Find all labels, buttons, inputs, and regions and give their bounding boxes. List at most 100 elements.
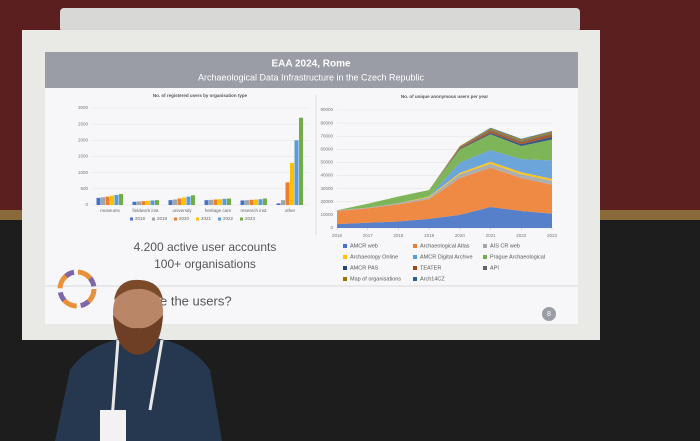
x-tick-label: museums — [100, 208, 120, 213]
bar — [222, 198, 227, 205]
legend-swatch — [196, 217, 199, 221]
bar — [101, 197, 106, 205]
y-tick-label: 90000 — [320, 107, 333, 112]
bar — [209, 199, 214, 205]
y-tick-label: 30000 — [320, 186, 333, 191]
bar — [168, 200, 173, 205]
bar — [132, 201, 137, 205]
y-tick-label: 70000 — [320, 133, 333, 138]
legend-swatch — [413, 277, 417, 281]
bar — [114, 194, 119, 205]
legend-swatch — [218, 217, 221, 221]
bar — [281, 200, 286, 205]
y-tick-label: 10000 — [320, 212, 333, 217]
logo — [57, 269, 97, 309]
bar — [173, 199, 178, 205]
legend-label: Archaeological Atlas — [420, 243, 470, 249]
slide-subtitle: Archaeological Data Infrastructure in th… — [198, 72, 425, 82]
bar — [146, 200, 151, 205]
badge — [100, 410, 126, 441]
bar — [285, 182, 290, 205]
bar — [177, 198, 182, 205]
legend-label: AMCR PAS — [350, 265, 379, 271]
y-tick-label: 50000 — [320, 160, 333, 165]
lanyard — [110, 339, 164, 421]
x-tick-label: 2023 — [547, 233, 558, 238]
legend-swatch — [174, 217, 177, 221]
legend-label: AIS CR web — [490, 243, 520, 249]
y-tick-label: 80000 — [320, 120, 333, 125]
y-tick-label: 3000 — [78, 105, 89, 110]
legend-swatch — [483, 244, 487, 248]
legend-swatch — [343, 266, 347, 270]
hair — [114, 279, 163, 300]
x-tick-label: fieldwork inst. — [132, 208, 159, 213]
page-number: 8 — [547, 311, 551, 318]
bar — [276, 203, 281, 205]
y-tick-label: 0 — [330, 225, 333, 230]
x-tick-label: 2018 — [393, 233, 404, 238]
bar — [227, 198, 232, 205]
area — [337, 134, 552, 211]
bar — [155, 200, 160, 205]
slide-header — [45, 52, 578, 88]
legend-label: AMCR web — [350, 243, 378, 249]
summary-line: 100+ organisations — [154, 257, 256, 271]
charts: No. of registered users by organisation … — [78, 93, 558, 282]
legend-label: Prague Archaeological — [490, 254, 545, 260]
bar — [263, 198, 268, 205]
bar — [96, 197, 101, 205]
legend-label: 2021 — [201, 216, 212, 221]
chart-title: No. of registered users by organisation … — [153, 93, 248, 98]
legend-label: 2022 — [223, 216, 234, 221]
bar — [186, 196, 191, 205]
bar — [258, 199, 263, 205]
bar — [294, 140, 299, 205]
legend-label: 2023 — [245, 216, 256, 221]
page-badge — [542, 307, 556, 321]
y-tick-label: 0 — [85, 202, 88, 207]
y-tick-label: 2000 — [78, 138, 89, 143]
y-tick-label: 20000 — [320, 199, 333, 204]
bar — [191, 195, 196, 205]
legend-label: API — [490, 265, 499, 271]
y-tick-label: 2500 — [78, 121, 89, 126]
screen-casing — [60, 8, 580, 32]
area — [337, 167, 552, 225]
x-tick-label: 2021 — [486, 233, 497, 238]
y-tick-label: 40000 — [320, 173, 333, 178]
bar — [182, 197, 187, 205]
legend-label: 2019 — [157, 216, 168, 221]
legend-swatch — [130, 217, 133, 221]
question: e the users? — [160, 293, 232, 308]
bar — [249, 199, 254, 205]
x-tick-label: university — [172, 208, 192, 213]
legend-swatch — [343, 244, 347, 248]
legend-label: Arch14CZ — [420, 276, 445, 282]
area — [337, 149, 552, 211]
x-tick-label: 2020 — [455, 233, 466, 238]
bar — [245, 200, 250, 205]
y-tick-label: 1000 — [78, 170, 89, 175]
legend-swatch — [152, 217, 155, 221]
legend-label: Archaeology Online — [350, 254, 398, 260]
legend-label: Map of organisations — [350, 276, 401, 282]
x-tick-label: 2019 — [424, 233, 435, 238]
legend-swatch — [483, 266, 487, 270]
legend-swatch — [343, 277, 347, 281]
legend-swatch — [343, 255, 347, 259]
bar — [105, 196, 110, 205]
x-tick-label: 2016 — [332, 233, 343, 238]
y-tick-label: 500 — [80, 186, 88, 191]
bar — [141, 201, 146, 205]
bar — [254, 199, 259, 205]
legend-swatch — [483, 255, 487, 259]
slide-title: EAA 2024, Rome — [271, 59, 351, 70]
x-tick-label: heritage care — [205, 208, 232, 213]
x-tick-label: other — [285, 208, 296, 213]
x-tick-label: 2022 — [516, 233, 527, 238]
legend-swatch — [413, 255, 417, 259]
bar — [290, 162, 295, 205]
bar — [119, 194, 124, 205]
